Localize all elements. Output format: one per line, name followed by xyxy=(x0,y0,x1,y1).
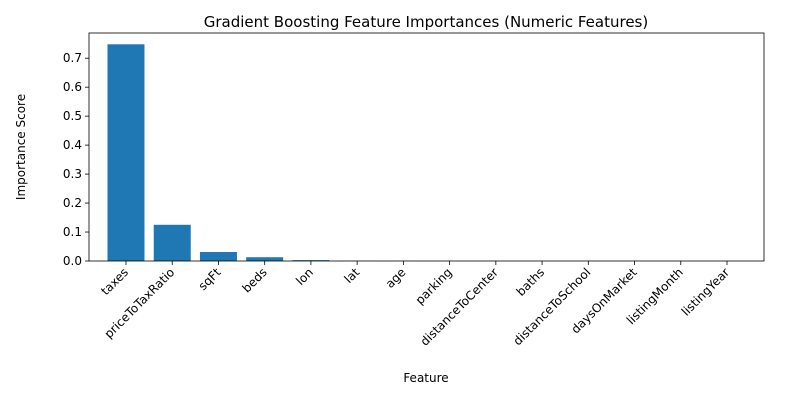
bar-lon xyxy=(292,260,330,261)
x-tick-label: listingYear xyxy=(679,265,732,318)
y-tick-label: 0.1 xyxy=(63,225,82,239)
x-tick-label: sqFt xyxy=(196,265,224,293)
bar-taxes xyxy=(107,44,145,261)
bars-group xyxy=(107,44,654,261)
x-tick-label: parking xyxy=(413,265,455,307)
x-tick-label: age xyxy=(383,265,409,291)
y-tick-label: 0.2 xyxy=(63,196,82,210)
plot-frame xyxy=(88,32,765,262)
y-tick-label: 0.0 xyxy=(63,254,82,268)
y-axis-label: Importance Score xyxy=(14,94,28,200)
bar-sqFt xyxy=(199,252,237,261)
y-tick-label: 0.4 xyxy=(63,138,82,152)
x-tick-label: taxes xyxy=(98,265,131,298)
bar-priceToTaxRatio xyxy=(153,224,191,261)
y-tick-label: 0.5 xyxy=(63,109,82,123)
y-tick-label: 0.7 xyxy=(63,51,82,65)
x-tick-label: distanceToCenter xyxy=(418,265,501,348)
y-tick-label: 0.6 xyxy=(63,80,82,94)
chart-title: Gradient Boosting Feature Importances (N… xyxy=(204,13,648,31)
x-tick-label: lon xyxy=(293,265,316,288)
y-tick-label: 0.3 xyxy=(63,167,82,181)
x-tick-label: beds xyxy=(239,265,269,295)
x-tick-label: distanceToSchool xyxy=(510,265,593,348)
bar-beds xyxy=(246,257,284,261)
x-tick-label: lat xyxy=(341,265,362,286)
x-tick-label: baths xyxy=(514,265,548,299)
x-axis-label: Feature xyxy=(403,371,448,385)
y-axis: 0.0 0.1 0.2 0.3 0.4 0.5 0.6 0.7 xyxy=(63,51,89,268)
